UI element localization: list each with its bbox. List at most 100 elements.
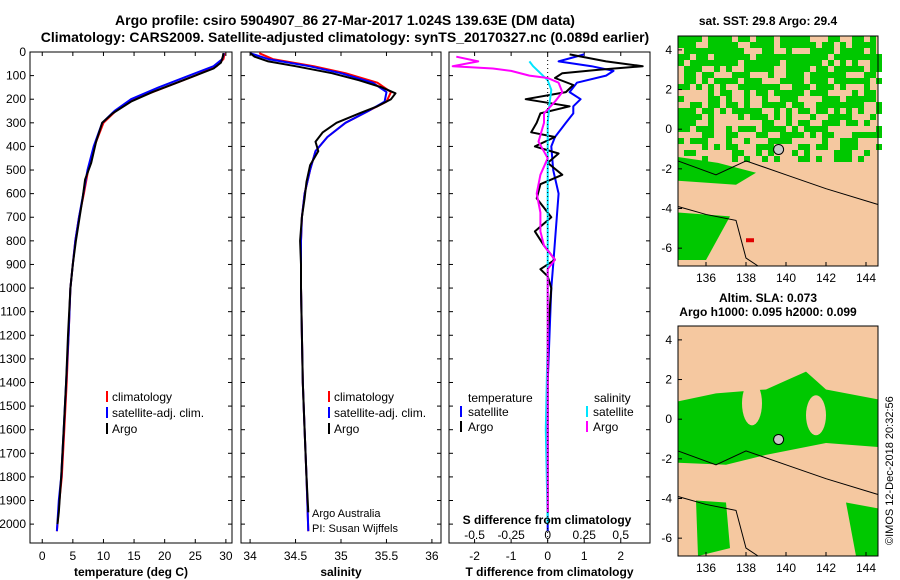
sst-cell: [702, 60, 708, 66]
map-y-tick-label: 0: [665, 412, 672, 426]
series-line-argo: [56, 53, 225, 525]
sst-cell: [858, 54, 864, 60]
sst-cell: [864, 54, 870, 60]
sst-cell: [786, 78, 792, 84]
sst-cell: [816, 156, 822, 162]
sst-cell: [876, 108, 882, 114]
sst-cell: [720, 36, 726, 42]
sst-cell: [732, 102, 738, 108]
sst-cell: [732, 48, 738, 54]
sst-cell: [720, 84, 726, 90]
sst-cell: [720, 108, 726, 114]
temperature-profile-plot: 0 5 10 15 20 25 300100200300400500600700800900…: [0, 45, 233, 579]
sst-cell: [744, 96, 750, 102]
sst-cell: [858, 102, 864, 108]
sst-cell: [720, 78, 726, 84]
sst-cell: [720, 90, 726, 96]
sst-cell: [798, 90, 804, 96]
sst-cell: [684, 36, 690, 42]
sst-cell: [798, 78, 804, 84]
sst-cell: [876, 102, 882, 108]
sst-cell: [768, 36, 774, 42]
x-tick-label: 0: [39, 549, 46, 563]
sst-cell: [846, 120, 852, 126]
sst-cell: [738, 84, 744, 90]
sst-cell: [744, 54, 750, 60]
legend-label-satellite: satellite-adj. clim.: [112, 406, 204, 420]
sst-cell: [822, 102, 828, 108]
sst-cell: [774, 60, 780, 66]
sst-cell: [816, 144, 822, 150]
x-tick-label: 2: [617, 549, 624, 563]
sst-cell: [774, 114, 780, 120]
sst-cell: [738, 54, 744, 60]
sst-cell: [876, 144, 882, 150]
sst-cell: [768, 60, 774, 66]
sst-map-title: sat. SST: 29.8 Argo: 29.4: [699, 14, 838, 28]
sst-cell: [744, 102, 750, 108]
legend-label-satellite: satellite-adj. clim.: [334, 406, 426, 420]
sst-cell: [792, 72, 798, 78]
sst-cell: [756, 66, 762, 72]
sst-cell: [720, 54, 726, 60]
sst-cell: [750, 114, 756, 120]
sst-cell: [708, 132, 714, 138]
sst-cell: [726, 48, 732, 54]
sst-cell: [756, 84, 762, 90]
sst-cell: [852, 78, 858, 84]
sst-cell: [738, 108, 744, 114]
sst-cell: [690, 120, 696, 126]
sst-cell: [822, 120, 828, 126]
sst-cell: [786, 66, 792, 72]
sst-cell: [816, 126, 822, 132]
sst-cell: [750, 60, 756, 66]
y-tick-label: 1000: [0, 281, 26, 295]
sst-cell: [690, 108, 696, 114]
sst-cell: [702, 126, 708, 132]
sst-cell: [840, 84, 846, 90]
sst-cell: [744, 156, 750, 162]
sst-cell: [756, 90, 762, 96]
y-tick-label: 1100: [0, 305, 26, 319]
sst-cell: [732, 54, 738, 60]
sst-cell: [780, 102, 786, 108]
sst-cell: [876, 132, 882, 138]
sst-cell: [870, 114, 876, 120]
sst-cell: [786, 72, 792, 78]
sst-cell: [762, 156, 768, 162]
sst-cell: [852, 102, 858, 108]
y-tick-label: 300: [6, 116, 26, 130]
sst-cell: [780, 138, 786, 144]
sst-cell: [714, 48, 720, 54]
sst-cell: [852, 66, 858, 72]
sst-cell: [816, 90, 822, 96]
sst-cell: [870, 90, 876, 96]
sst-cell: [678, 42, 684, 48]
sst-cell: [756, 36, 762, 42]
sst-cell: [786, 114, 792, 120]
sst-cell: [708, 72, 714, 78]
sst-cell: [792, 102, 798, 108]
sst-cell: [834, 102, 840, 108]
sst-cell: [726, 78, 732, 84]
sst-cell: [846, 78, 852, 84]
sst-cell: [864, 120, 870, 126]
sst-cell: [858, 156, 864, 162]
sst-cell: [828, 36, 834, 42]
sst-cell: [756, 150, 762, 156]
map-y-tick-label: -4: [661, 492, 672, 506]
sst-cell: [846, 150, 852, 156]
sst-cell: [792, 54, 798, 60]
sst-cell: [840, 48, 846, 54]
sst-cell: [792, 90, 798, 96]
legend-swatch-climatology: [328, 391, 330, 402]
sst-cell: [768, 54, 774, 60]
sla-low-patch: [806, 395, 826, 436]
sst-cell: [798, 42, 804, 48]
sst-cell: [846, 114, 852, 120]
sst-cell: [720, 42, 726, 48]
sst-cell: [780, 126, 786, 132]
sst-cell: [756, 78, 762, 84]
x-tick-label: 10: [97, 549, 111, 563]
x-tick-label: 5: [70, 549, 77, 563]
